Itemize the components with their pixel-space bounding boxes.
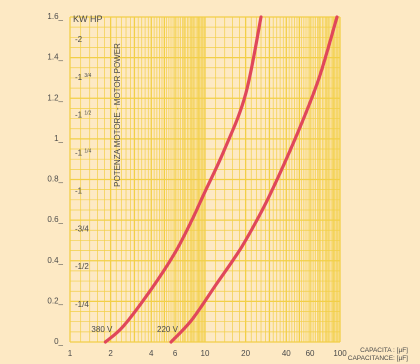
kw-tick-label: 1.6_: [47, 12, 63, 21]
hp-tick-label: -1/2: [75, 262, 89, 271]
x-tick-label: 100: [333, 349, 347, 358]
x-tick-label: 10: [201, 349, 210, 358]
series-line-380v: [103, 15, 263, 344]
kw-tick-label: 1_: [54, 134, 63, 143]
x-tick-label: 20: [241, 349, 250, 358]
x-tick-label: 60: [306, 349, 315, 358]
x-tick-label: 40: [282, 349, 291, 358]
kw-tick-label: 0.4_: [47, 256, 63, 265]
series-line-220v: [169, 15, 339, 344]
hp-tick-label: -1/4: [75, 300, 89, 309]
vertical-axis-label: POTENZA MOTORE - MOTOR POWER: [113, 43, 122, 187]
hp-tick-label: -1 3/4: [75, 73, 92, 82]
axes: 0_ 0.2_ 0.4_ 0.6_ 0.8_ 1_ 1.2_ 1.4_ 1.6_ -1/4 -1/2…: [47, 12, 347, 358]
kw-tick-label: 0.2_: [47, 296, 63, 305]
hp-tick-label: -2: [75, 35, 83, 44]
kw-tick-label: 1.4_: [47, 53, 63, 62]
hp-tick-label: -1: [75, 186, 83, 195]
hp-tick-label: -1 1/4: [75, 149, 92, 158]
series-label-380v: 380 V: [91, 325, 113, 334]
series-label-220v: 220 V: [157, 325, 179, 334]
kw-tick-label: 1.2_: [47, 93, 63, 102]
hp-tick-label: -1 1/2: [75, 111, 92, 120]
x-tick-label: 6: [173, 349, 178, 358]
kw-tick-label: 0.6_: [47, 215, 63, 224]
chart-labels: KW HP POTENZA MOTORE - MOTOR POWER CAPAC…: [73, 14, 408, 362]
kw-tick-label: 0.8_: [47, 175, 63, 184]
hp-tick-label: -3/4: [75, 224, 89, 233]
x-tick-label: 1: [68, 349, 73, 358]
x-tick-label: 2: [108, 349, 113, 358]
kw-tick-label: 0_: [54, 337, 63, 346]
header-units: KW HP: [73, 14, 103, 24]
x-axis-label-en: CAPACITANCE: [µF]: [348, 355, 408, 362]
x-axis-label-it: CAPACITA : [µF]: [360, 347, 408, 354]
x-tick-label: 4: [149, 349, 154, 358]
data-series: 380 V 220 V: [91, 15, 339, 344]
grid-lines: [69, 16, 341, 343]
